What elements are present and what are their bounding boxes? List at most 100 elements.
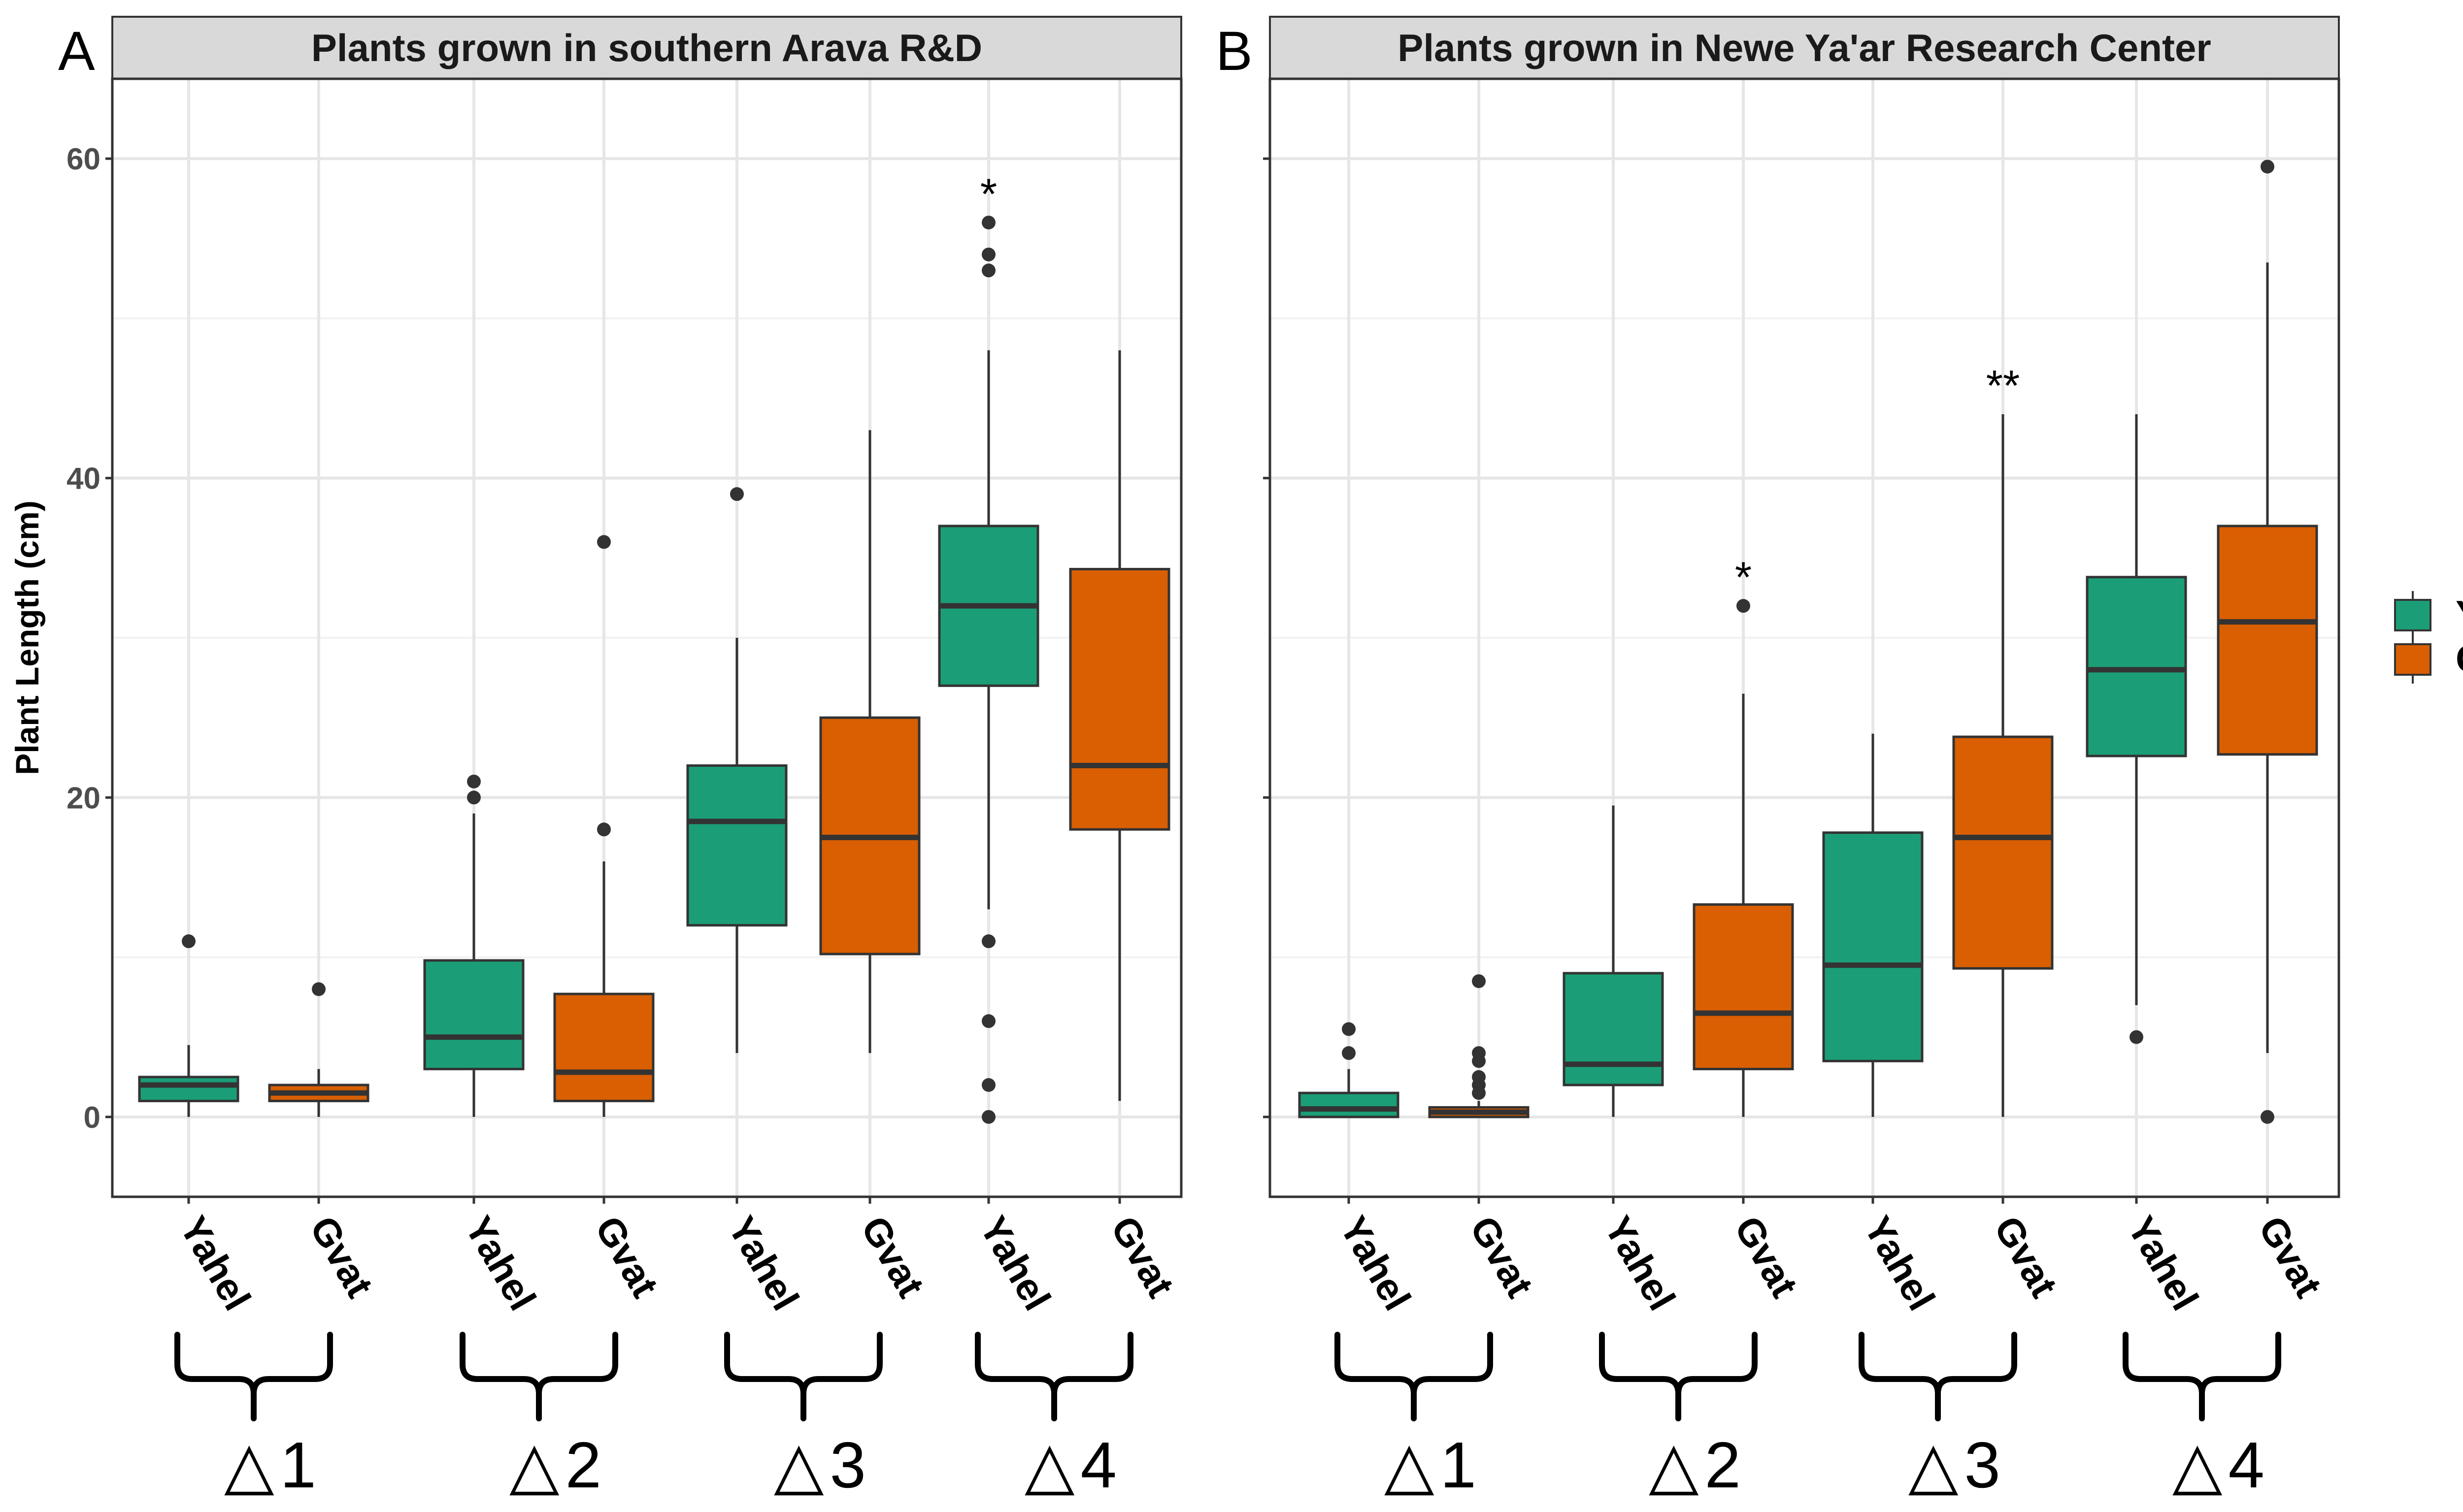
x-tick-label: Yahel xyxy=(971,1209,1059,1318)
group-number: 2 xyxy=(566,1429,601,1501)
group-brace xyxy=(724,1332,883,1421)
outlier-point xyxy=(730,487,744,501)
x-tick-label: Yahel xyxy=(1331,1209,1419,1318)
outlier-point xyxy=(982,263,996,278)
panel-strip xyxy=(111,16,1182,80)
panel-b: Plants grown in Newe Ya'ar Research Cent… xyxy=(1216,16,2340,1501)
group-label: △3 xyxy=(774,1429,866,1501)
y-tick-label: 40 xyxy=(67,462,100,496)
x-tick-label: Yahel xyxy=(720,1209,807,1318)
box-body xyxy=(553,992,655,1102)
outlier-point xyxy=(982,215,996,230)
group-label: △1 xyxy=(224,1429,316,1501)
x-tick-label: Yahel xyxy=(2119,1209,2207,1318)
group-label: △2 xyxy=(509,1429,601,1501)
panel-title: Plants grown in Newe Ya'ar Research Cent… xyxy=(1398,26,2211,69)
outlier-point xyxy=(982,934,996,949)
group-brace xyxy=(460,1332,618,1421)
x-tick-label: Gvat xyxy=(853,1209,933,1305)
group-label: △4 xyxy=(2172,1429,2264,1501)
group-brace xyxy=(1859,1332,2017,1421)
y-axis-label: Plant Length (cm) xyxy=(9,500,45,775)
group-brace xyxy=(975,1332,1133,1421)
box-body xyxy=(1069,568,1170,831)
legend-label-yahel: Yahel xyxy=(2456,592,2463,636)
outlier-point xyxy=(1736,599,1750,613)
outlier-point xyxy=(2130,1030,2143,1044)
panel-border xyxy=(111,77,1183,1198)
delta-symbol: △ xyxy=(2172,1429,2223,1501)
x-tick-label: Yahel xyxy=(171,1209,259,1318)
box-body xyxy=(423,959,525,1071)
significance-marker: * xyxy=(1735,553,1752,601)
x-tick-label: Gvat xyxy=(1986,1209,2066,1305)
box-body xyxy=(1822,831,1924,1062)
box-body xyxy=(1298,1091,1399,1118)
significance-marker: ** xyxy=(1986,361,2020,410)
panel-letter: B xyxy=(1216,20,1253,82)
x-tick-label: Gvat xyxy=(1102,1209,1183,1305)
group-number: 1 xyxy=(1440,1429,1476,1501)
outlier-point xyxy=(1472,1070,1486,1084)
outlier-point xyxy=(982,1110,996,1124)
group-number: 3 xyxy=(1964,1429,2000,1501)
group-brace xyxy=(1599,1332,1758,1421)
outlier-point xyxy=(597,535,611,549)
panel-title: Plants grown in southern Arava R&D xyxy=(311,26,982,69)
outlier-point xyxy=(1342,1022,1356,1036)
outlier-point xyxy=(182,934,196,949)
x-tick-label: Gvat xyxy=(301,1209,382,1305)
y-tick-label: 20 xyxy=(67,781,100,815)
delta-symbol: △ xyxy=(1025,1429,1075,1501)
delta-symbol: △ xyxy=(1649,1429,1699,1501)
outlier-point xyxy=(1342,1046,1356,1060)
x-tick-label: Yahel xyxy=(1856,1209,1943,1318)
box-body xyxy=(1563,972,1664,1086)
legend-key-gvat xyxy=(2394,643,2431,676)
group-number: 4 xyxy=(2229,1429,2264,1501)
legend-key-yahel xyxy=(2394,599,2431,631)
group-label: △3 xyxy=(1908,1429,2000,1501)
panel-a: Plants grown in southern Arava R&D A 0 20 40… xyxy=(58,16,1183,1501)
group-label: △4 xyxy=(1025,1429,1117,1501)
box-body xyxy=(1693,903,1794,1071)
panel-letter: A xyxy=(58,20,95,82)
box-gvat-group-4: Gvat xyxy=(2217,160,2330,1305)
legend-label-gvat: Gvat xyxy=(2456,637,2463,680)
delta-symbol: △ xyxy=(774,1429,824,1501)
panel-border xyxy=(1268,77,2340,1198)
outlier-point xyxy=(467,774,481,789)
x-tick-label: Gvat xyxy=(1726,1209,1806,1305)
x-tick-label: Yahel xyxy=(1596,1209,1684,1318)
significance-marker: * xyxy=(980,169,997,218)
outlier-point xyxy=(982,247,996,262)
outlier-point xyxy=(1472,974,1486,988)
delta-symbol: △ xyxy=(1384,1429,1434,1501)
outlier-point xyxy=(982,1078,996,1092)
panel-strip xyxy=(1269,16,2340,80)
group-number: 1 xyxy=(280,1429,316,1501)
box-body xyxy=(686,764,788,927)
group-brace xyxy=(2123,1332,2281,1421)
x-tick-label: Gvat xyxy=(587,1209,667,1305)
delta-symbol: △ xyxy=(509,1429,560,1501)
group-number: 4 xyxy=(1081,1429,1117,1501)
y-tick-label: 60 xyxy=(67,142,100,176)
group-label: △1 xyxy=(1384,1429,1476,1501)
group-label: △2 xyxy=(1649,1429,1741,1501)
x-tick-label: Gvat xyxy=(2250,1209,2330,1305)
delta-symbol: △ xyxy=(224,1429,274,1501)
outlier-point xyxy=(597,822,611,837)
y-tick-label: 0 xyxy=(84,1101,100,1135)
outlier-point xyxy=(982,1014,996,1028)
box-body xyxy=(138,1076,239,1102)
box-body xyxy=(2086,576,2187,757)
outlier-point xyxy=(1472,1046,1486,1060)
group-number: 2 xyxy=(1705,1429,1741,1501)
box-body xyxy=(2217,525,2318,756)
group-number: 3 xyxy=(830,1429,866,1501)
outlier-point xyxy=(2261,1110,2274,1124)
delta-symbol: △ xyxy=(1908,1429,1959,1501)
